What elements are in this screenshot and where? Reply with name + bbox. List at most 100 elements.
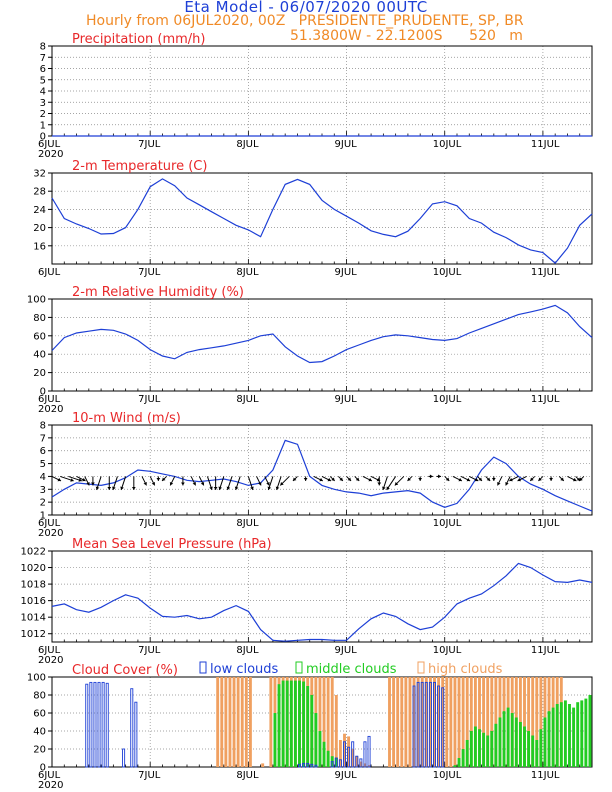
bar-middle-clouds	[473, 726, 477, 767]
y-tick-label: 80	[33, 691, 46, 702]
bar-high-clouds	[416, 677, 420, 767]
x-tick-label: 9JUL	[335, 770, 358, 781]
wind-arrow-head	[258, 481, 262, 486]
wind-vectors	[51, 474, 585, 491]
bar-high-clouds	[359, 761, 363, 767]
wind-arrow-head	[250, 486, 254, 490]
y-tick-label: 2	[40, 109, 46, 120]
wind-arrow-head	[86, 481, 90, 486]
bar-high-clouds	[486, 677, 490, 767]
bar-high-clouds	[216, 677, 220, 767]
bar-middle-clouds	[322, 741, 326, 767]
bar-low-clouds	[314, 764, 318, 768]
legend-label-low: low clouds	[210, 662, 279, 677]
bar-middle-clouds	[465, 740, 469, 767]
x-tick-label: 7JUL	[138, 139, 161, 150]
wind-arrow-head	[169, 481, 174, 486]
x-tick-label: 10JUL	[433, 139, 462, 150]
x-tick-label: 8JUL	[236, 139, 259, 150]
series-line-wind	[51, 439, 593, 512]
wind-arrow-head	[458, 477, 462, 482]
bar-middle-clouds	[547, 711, 551, 767]
x-tick-label: 8JUL	[236, 518, 259, 529]
x-tick-label: 11JUL	[531, 394, 560, 405]
x-tick-label: 6JUL	[38, 770, 61, 781]
bar-high-clouds	[445, 677, 449, 767]
bar-high-clouds	[244, 677, 248, 767]
wind-arrow-head	[466, 477, 471, 482]
x-tick-label: 8JUL	[236, 770, 259, 781]
bar-low-clouds	[359, 758, 363, 768]
wind-arrow-head	[377, 482, 382, 486]
y-tick-label: 1012	[21, 629, 46, 640]
panel-title: 2-m Relative Humidity (%)	[72, 285, 244, 300]
bar-low-clouds	[330, 761, 334, 768]
bar-middle-clouds	[285, 680, 289, 767]
y-tick-label: 20	[33, 745, 46, 756]
wind-arrow-head	[57, 477, 61, 482]
bar-high-clouds	[343, 733, 346, 767]
x-tick-label: 7JUL	[138, 267, 161, 278]
bar-middle-clouds	[298, 680, 301, 767]
bar-low-clouds	[428, 681, 432, 768]
bar-middle-clouds	[293, 680, 297, 767]
wind-arrow-head	[156, 477, 161, 481]
wind-arrow-head	[382, 486, 386, 490]
bar-middle-clouds	[506, 707, 510, 767]
bar-middle-clouds	[572, 707, 576, 767]
series-middle-clouds	[273, 680, 592, 767]
wind-arrow-head	[560, 477, 564, 481]
y-tick-label: 3	[40, 485, 46, 496]
bar-middle-clouds	[543, 717, 547, 767]
x-tick-label: 7JUL	[138, 770, 161, 781]
bar-low-clouds	[412, 685, 416, 768]
y-tick-label: 5	[40, 459, 46, 470]
wind-arrow-head	[267, 486, 272, 490]
bar-high-clouds	[261, 763, 265, 767]
bar-low-clouds	[416, 681, 420, 768]
wind-arrow-head	[303, 477, 308, 481]
wind-arrow-head	[327, 477, 331, 482]
wind-arrow-head	[292, 477, 297, 481]
bar-high-clouds	[420, 677, 424, 767]
bar-high-clouds	[318, 677, 322, 767]
x-tick-label: 6JUL	[38, 267, 61, 278]
panel-rh: 0 20 40 60 80 100 6JUL 7JUL 8JUL 9JUL 10JUL 11JUL 20…	[27, 285, 593, 415]
wind-arrow-head	[339, 477, 343, 481]
bar-middle-clouds	[334, 758, 338, 767]
bar-high-clouds	[338, 740, 342, 767]
wind-arrow-head	[509, 477, 513, 482]
bar-middle-clouds	[514, 717, 518, 767]
wind-arrow-head	[355, 477, 360, 481]
bar-high-clouds	[428, 677, 432, 767]
bar-high-clouds	[461, 677, 465, 767]
bar-middle-clouds	[563, 700, 567, 767]
bar-high-clouds	[236, 677, 240, 767]
y-tick-label: 40	[33, 350, 46, 361]
wind-arrow-head	[579, 477, 583, 481]
y-tick-label: 1020	[21, 563, 46, 574]
bar-high-clouds	[433, 677, 436, 767]
bar-low-clouds	[101, 681, 105, 768]
bar-middle-clouds	[502, 711, 506, 767]
wind-arrow-head	[226, 486, 231, 490]
bar-high-clouds	[523, 677, 526, 767]
bar-middle-clouds	[277, 684, 281, 767]
bar-high-clouds	[412, 677, 416, 767]
wind-arrow-head	[530, 477, 534, 481]
bar-middle-clouds	[314, 713, 318, 767]
wind-arrow-head	[386, 486, 390, 490]
x-tick-label: 7JUL	[138, 645, 161, 656]
y-tick-label: 1016	[21, 596, 46, 607]
bar-high-clouds	[482, 677, 486, 767]
panel-cloud: 0 20 40 60 80 100 6JUL 7JUL 8JUL 9JUL 10JUL 11JUL 20…	[27, 661, 593, 791]
bar-low-clouds	[437, 685, 441, 768]
y-tick-label: 7	[40, 53, 46, 64]
series-line-temp	[51, 178, 593, 264]
x-tick-label: 11JUL	[531, 139, 560, 150]
wind-arrow-head	[319, 477, 323, 482]
wind-arrow-head	[95, 486, 100, 490]
x-tick-label: 10JUL	[433, 645, 462, 656]
x-tick-label: 11JUL	[531, 518, 560, 529]
